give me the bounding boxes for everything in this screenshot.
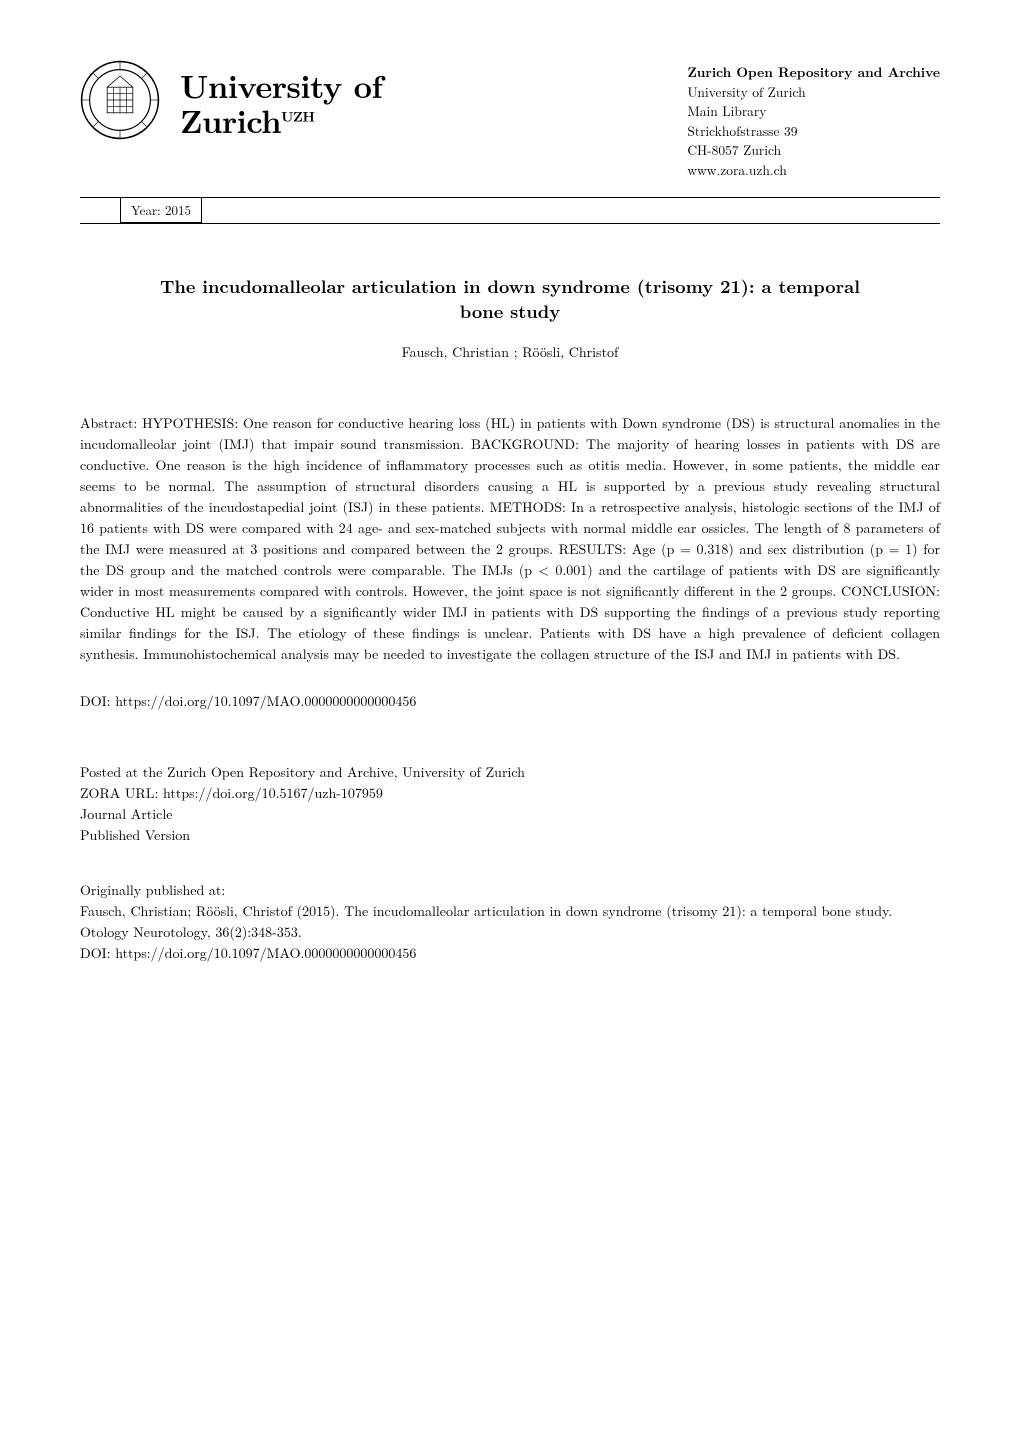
repository-info: Zurich Open Repository and Archive Unive… bbox=[687, 60, 940, 179]
repo-line: Main Library bbox=[687, 101, 940, 121]
originally-published-block: Originally published at: Fausch, Christi… bbox=[80, 880, 940, 964]
repo-title: Zurich Open Repository and Archive bbox=[687, 62, 940, 82]
page-header: University of ZurichUZH Zurich Open Repo… bbox=[80, 60, 940, 179]
orig-citation: Fausch, Christian; Röösli, Christof (201… bbox=[80, 901, 940, 943]
repo-url: www.zora.uzh.ch bbox=[687, 160, 940, 180]
year-box: Year: 2015 bbox=[120, 197, 202, 223]
zora-link[interactable]: https://doi.org/10.5167/uzh-107959 bbox=[163, 783, 383, 803]
orig-doi-label: DOI: bbox=[80, 943, 115, 963]
zora-url-line: ZORA URL: https://doi.org/10.5167/uzh-10… bbox=[80, 783, 940, 804]
posted-block: Posted at the Zurich Open Repository and… bbox=[80, 762, 940, 846]
doi-link[interactable]: https://doi.org/10.1097/MAO.000000000000… bbox=[115, 691, 416, 711]
orig-doi-link[interactable]: https://doi.org/10.1097/MAO.000000000000… bbox=[115, 943, 416, 963]
uzh-suffix: UZH bbox=[281, 107, 314, 127]
repo-line: Strickhofstrasse 39 bbox=[687, 121, 940, 141]
header-divider-2 bbox=[80, 223, 940, 224]
abstract-label: Abstract: bbox=[80, 413, 142, 433]
pub-type: Journal Article bbox=[80, 804, 940, 825]
doi-label: DOI: bbox=[80, 691, 115, 711]
university-wordmark: University of ZurichUZH bbox=[180, 60, 382, 138]
abstract-body: HYPOTHESIS: One reason for conductive he… bbox=[80, 413, 940, 664]
pub-version: Published Version bbox=[80, 825, 940, 846]
posted-line: Posted at the Zurich Open Repository and… bbox=[80, 762, 940, 783]
zora-label: ZORA URL: bbox=[80, 783, 163, 803]
university-seal-icon bbox=[80, 60, 160, 140]
repo-line: University of Zurich bbox=[687, 82, 940, 102]
header-divider bbox=[80, 197, 940, 198]
repo-line: CH-8057 Zurich bbox=[687, 140, 940, 160]
authors: Fausch, Christian ; Röösli, Christof bbox=[80, 342, 940, 363]
orig-heading: Originally published at: bbox=[80, 880, 940, 901]
paper-title: The incudomalleolar articulation in down… bbox=[160, 274, 860, 324]
university-line2: ZurichUZH bbox=[180, 103, 382, 138]
doi-line: DOI: https://doi.org/10.1097/MAO.0000000… bbox=[80, 691, 940, 712]
orig-doi-line: DOI: https://doi.org/10.1097/MAO.0000000… bbox=[80, 943, 940, 964]
abstract: Abstract: HYPOTHESIS: One reason for con… bbox=[80, 413, 940, 665]
seal-svg bbox=[80, 60, 160, 140]
